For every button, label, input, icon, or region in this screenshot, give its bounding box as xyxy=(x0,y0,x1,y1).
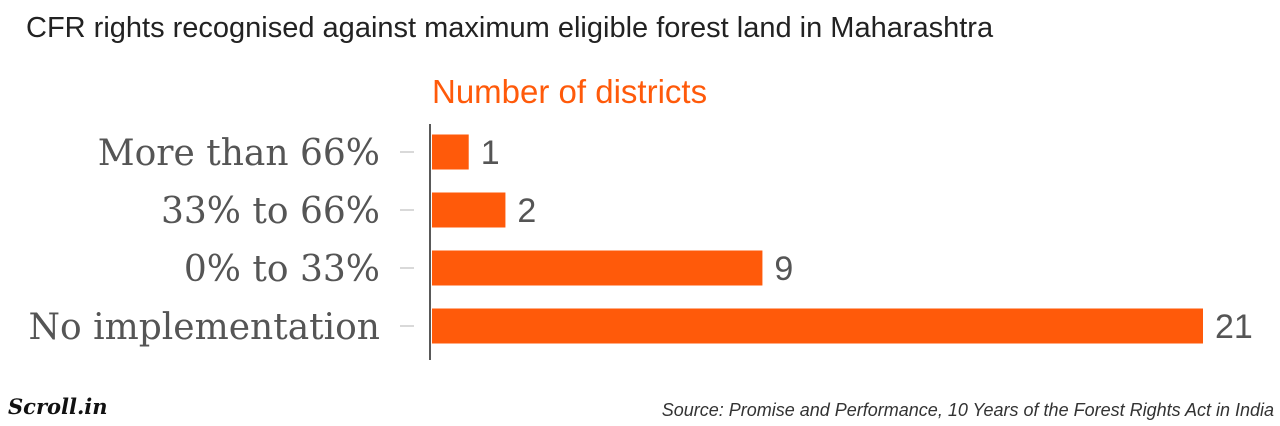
bar-value-label: 2 xyxy=(517,192,536,230)
category-label: More than 66% xyxy=(98,133,380,174)
chart-title: CFR rights recognised against maximum el… xyxy=(26,12,994,44)
bar-value-label: 21 xyxy=(1215,308,1253,346)
legend-series-label: Number of districts xyxy=(432,73,707,110)
bar-value-label: 9 xyxy=(774,250,793,288)
bar xyxy=(432,192,506,228)
source-note: Source: Promise and Performance, 10 Year… xyxy=(661,400,1274,420)
category-label: 33% to 66% xyxy=(161,191,380,232)
scroll-logo: Scroll.in xyxy=(8,394,108,419)
bar-chart: Number of districts More than 66% 1 33% to… xyxy=(28,73,1253,360)
category-label: 0% to 33% xyxy=(184,249,380,290)
category-label: No implementation xyxy=(28,307,380,348)
bar xyxy=(432,308,1203,344)
bar xyxy=(432,134,469,170)
bar xyxy=(432,250,763,286)
bar-value-label: 1 xyxy=(481,134,500,172)
